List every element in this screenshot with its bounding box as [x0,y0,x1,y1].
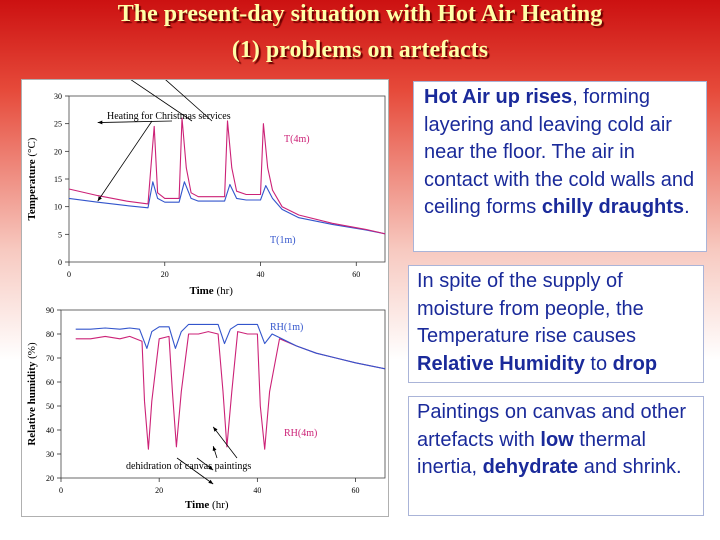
chart2-ytick-label-3: 50 [46,402,54,411]
humidity-text-2: to [584,352,613,375]
chart2-x-axis-label-unit: (hr) [209,499,229,511]
chart2-y-axis-label-main: Relative humidity [26,361,38,446]
slide-title-line-1: The present-day situation with Hot Air H… [117,1,603,27]
chart2-ytick-label-5: 70 [46,354,54,363]
chart1-ytick-label-2: 10 [54,203,62,212]
chart1-y-axis-label-main: Temperature [26,159,38,220]
hot-air-text-1: , forming layering and leaving cold air … [424,86,695,218]
chart1-y-axis-label-unit: (°C) [26,137,38,159]
chart2-xtick-label-2: 40 [253,486,261,495]
chart2-ytick-label-4: 60 [46,378,54,387]
chart1-xtick-label-3: 60 [352,270,360,279]
chart2-series-label-0: RH(1m) [270,322,303,333]
chart1-series-t-4m--line [68,117,386,235]
paintings-text-3: and shrink. [578,456,682,478]
chart1-series-label-1: T(1m) [270,235,296,246]
chart1-xtick-label-0: 0 [67,270,71,279]
chart1-x-axis-label-unit: (hr) [214,285,234,297]
slide-title-line-2: (1) problems on artefacts [231,37,489,63]
hot-air-text-2: . [684,196,690,218]
chart2-annotation-arrowhead-0 [208,479,214,484]
chart2-annotation-arrowhead-2 [212,446,217,452]
chart1-ytick-label-0: 0 [58,258,62,267]
charts-svg: 0 5 10 15 20 25 30 0 20 40 60 Time (hr) Temperature … [26,18,386,511]
chart1-xtick-label-2: 40 [257,270,265,279]
chart2-x-axis-label: Time (hr) [185,499,229,511]
chart2-series-rh-4m--line [75,331,386,450]
text-box-humidity: In spite of the supply of moisture from … [408,265,704,383]
chart1-ytick-label-6: 30 [54,92,62,101]
chart1-annotation-arrow-1 [97,120,173,123]
chart1-series-t-1m--line [68,181,386,235]
chart1-ytick-label-1: 5 [58,230,62,239]
humidity-text-1: In spite of the supply of moisture from … [417,270,644,347]
chart2-xtick-label-3: 60 [352,486,360,495]
paintings-text-2: thermal inertia, [417,428,646,479]
chart2-series-rh-1m--line [75,323,386,370]
text-box-hot-air: Hot Air up rises, forming layering and l… [413,81,707,252]
text-box-paintings: Paintings on canvas and other artefacts … [408,396,704,516]
relative-humidity-bold: Relative Humidity [417,352,585,375]
paintings-text-1: Paintings on canvas and other artefacts … [417,401,687,451]
chart2-xtick-label-0: 0 [59,486,63,495]
chart2-annotation-arrow-3 [212,426,238,459]
chart1-y-axis-label: Temperature (°C) [26,137,38,220]
chilly-draughts-bold: chilly draughts [541,196,685,218]
chart2-ytick-label-0: 20 [46,474,54,483]
chart1-ytick-label-4: 20 [54,147,62,156]
hot-air-rises-bold: Hot Air up rises [424,86,573,108]
chart1-annotation-arrow-0 [97,120,153,202]
chart2-ytick-label-1: 30 [46,450,54,459]
chart1-annotation-arrowhead-0 [97,196,102,202]
dehydrate-bold: dehydrate [482,456,579,478]
chart2-annotation-arrowhead-3 [213,426,218,432]
charts-panel: 0 5 10 15 20 25 30 0 20 40 60 Time (hr) Temperature … [21,18,389,517]
chart2-x-axis-label-main: Time [185,499,209,511]
chart1-series-label-0: T(4m) [284,134,310,145]
chart2-ytick-label-6: 80 [46,330,54,339]
chart2-annotation-arrowhead-1 [208,465,214,471]
low-bold: low [540,428,574,451]
chart2-y-axis-label: Relative humidity (%) [26,342,38,446]
chart1-ytick-label-5: 25 [54,120,62,129]
chart1-x-axis-label-main: Time [189,285,213,297]
chart1-annotation-arrowhead-1 [97,120,103,125]
chart2-xtick-label-1: 20 [155,486,163,495]
chart2-ytick-label-2: 40 [46,426,54,435]
chart1-annotation: Heating for Christmas services [107,111,231,122]
chart2-ytick-label-7: 90 [46,306,54,315]
chart1-ytick-label-3: 15 [54,175,62,184]
chart1-x-axis-label: Time (hr) [189,285,233,297]
chart2-y-axis-label-unit: (%) [26,342,38,362]
chart2-annotation-arrow-0 [176,457,214,485]
chart2-series-label-1: RH(4m) [284,428,317,439]
drop-bold: drop [612,352,658,375]
chart1-xtick-label-1: 20 [161,270,169,279]
